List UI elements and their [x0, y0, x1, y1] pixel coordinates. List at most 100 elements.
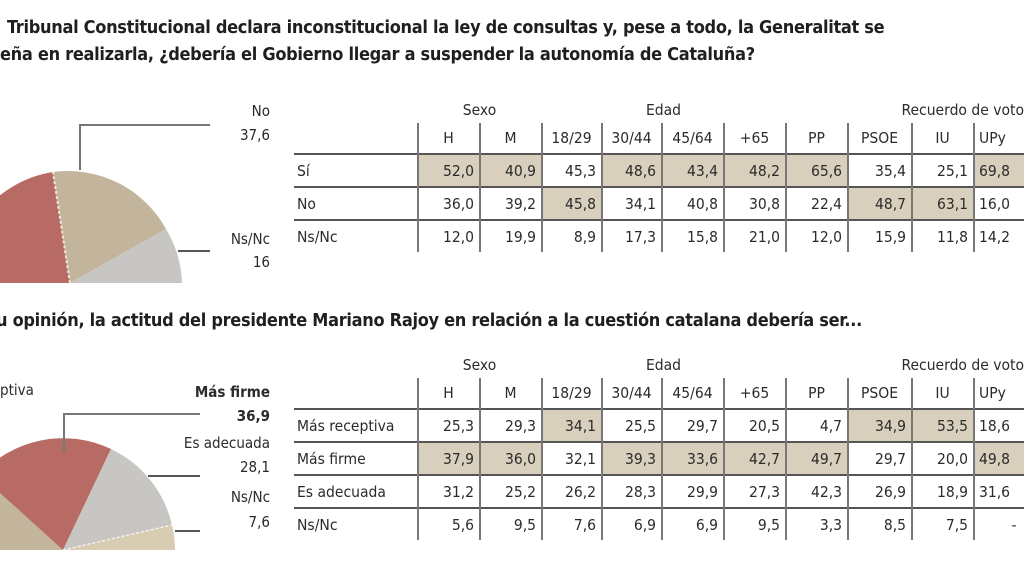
- col-iu: IU: [911, 378, 975, 409]
- cell: 3,3: [785, 507, 849, 540]
- col-45-64: 45/64: [661, 378, 724, 409]
- q2-group-voto: Recuerdo de voto: [901, 356, 1024, 374]
- cell: 45,3: [541, 153, 602, 187]
- cell: 40,9: [479, 153, 542, 187]
- cell: 52,0: [417, 153, 480, 187]
- row-label: Más firme: [294, 441, 418, 475]
- q1-pie-label-nsnc: Ns/Nc: [230, 230, 270, 248]
- cell: 42,7: [722, 441, 787, 475]
- cell: 25,2: [479, 474, 542, 508]
- table-row: Más firme 37,9 36,0 32,1 39,3 33,6 42,7 …: [294, 441, 1024, 475]
- col-30-44: 30/44: [601, 123, 662, 154]
- q2-group-sexo: Sexo: [462, 356, 497, 374]
- cell: 7,6: [541, 507, 602, 540]
- col-30-44: 30/44: [601, 378, 662, 409]
- col-65: +65: [722, 378, 787, 409]
- cell: 65,6: [785, 153, 849, 187]
- table-row: No 36,0 39,2 45,8 34,1 40,8 30,8 22,4 48…: [294, 186, 1024, 220]
- col-65: +65: [722, 123, 787, 154]
- q2-pie-value-firme: 36,9: [236, 407, 270, 425]
- cell: 29,7: [661, 408, 724, 442]
- col-m: M: [479, 378, 542, 409]
- q2-pie-label-firme: Más firme: [194, 383, 270, 401]
- q1-group-edad: Edad: [645, 101, 682, 119]
- cell: 7,5: [911, 507, 975, 540]
- cell: 26,2: [541, 474, 602, 508]
- table-row: Ns/Nc 12,0 19,9 8,9 17,3 15,8 21,0 12,0 …: [294, 219, 1024, 252]
- cell: 34,9: [847, 408, 913, 442]
- cell: 49,8: [973, 441, 1024, 475]
- cell: 28,3: [601, 474, 662, 508]
- q2-table: Sexo Edad Recuerdo de voto H M 18/29 30/…: [294, 352, 1024, 540]
- cell: 32,1: [541, 441, 602, 475]
- cell: 6,9: [601, 507, 662, 540]
- col-psoe: PSOE: [847, 123, 913, 154]
- cell: 12,0: [785, 219, 849, 252]
- q2-slice-adecuada: [63, 449, 172, 550]
- q2-pie-label-nsnc: Ns/Nc: [230, 488, 270, 506]
- q1-table: Sexo Edad Recuerdo de voto H M 18/29 30/…: [294, 97, 1024, 252]
- q1-slice-si: [0, 172, 70, 283]
- cell: 33,6: [661, 441, 724, 475]
- cell: 39,3: [601, 441, 662, 475]
- cell: 5,6: [417, 507, 480, 540]
- cell: 4,7: [785, 408, 849, 442]
- q2-slice-receptiva: [0, 493, 63, 550]
- cell: 40,8: [661, 186, 724, 220]
- table-row: Ns/Nc 5,6 9,5 7,6 6,9 6,9 9,5 3,3 8,5 7,…: [294, 507, 1024, 540]
- cell: 39,2: [479, 186, 542, 220]
- cell: 48,2: [722, 153, 787, 187]
- table-row: Sí 52,0 40,9 45,3 48,6 43,4 48,2 65,6 35…: [294, 153, 1024, 187]
- cell: 49,7: [785, 441, 849, 475]
- col-psoe: PSOE: [847, 378, 913, 409]
- table-row: Más receptiva 25,3 29,3 34,1 25,5 29,7 2…: [294, 408, 1024, 442]
- col-18-29: 18/29: [541, 378, 602, 409]
- col-m: M: [479, 123, 542, 154]
- cell: 29,9: [661, 474, 724, 508]
- cell: 36,0: [479, 441, 542, 475]
- cell: 15,9: [847, 219, 913, 252]
- col-upy: UPy: [973, 123, 1024, 154]
- q1-pie-value-nsnc: 16: [252, 253, 270, 271]
- cell: 20,5: [722, 408, 787, 442]
- cell: 20,0: [911, 441, 975, 475]
- cell: 14,2: [973, 219, 1024, 252]
- cell: 30,8: [722, 186, 787, 220]
- row-label: No: [294, 186, 418, 220]
- q1-title-line2: eña en realizarla, ¿debería el Gobierno …: [0, 44, 755, 65]
- cell: 43,4: [661, 153, 724, 187]
- col-45-64: 45/64: [661, 123, 724, 154]
- col-iu: IU: [911, 123, 975, 154]
- q2-pie-label-adecuada: Es adecuada: [183, 434, 270, 452]
- q1-slice-no: [53, 171, 166, 283]
- col-h: H: [417, 378, 480, 409]
- q1-group-voto: Recuerdo de voto: [901, 101, 1024, 119]
- q2-title: u opinión, la actitud del presidente Mar…: [0, 310, 862, 331]
- cell: 69,8: [973, 153, 1024, 187]
- cell: 9,5: [722, 507, 787, 540]
- cell: -: [973, 507, 1024, 540]
- cell: 25,3: [417, 408, 480, 442]
- q2-pie-value-adecuada: 28,1: [239, 458, 270, 476]
- col-pp: PP: [785, 378, 849, 409]
- cell: 29,7: [847, 441, 913, 475]
- cell: 27,3: [722, 474, 787, 508]
- cell: 12,0: [417, 219, 480, 252]
- cell: 21,0: [722, 219, 787, 252]
- cell: 26,9: [847, 474, 913, 508]
- cell: 42,3: [785, 474, 849, 508]
- q2-leader-firme: [63, 413, 200, 452]
- q2-slice-firme: [0, 438, 111, 550]
- row-label: Ns/Nc: [294, 219, 418, 252]
- cell: 8,5: [847, 507, 913, 540]
- cell: 15,8: [661, 219, 724, 252]
- cell: 6,9: [661, 507, 724, 540]
- q2-column-headers: H M 18/29 30/44 45/64 +65 PP PSOE IU UPy: [294, 378, 1024, 409]
- col-h: H: [417, 123, 480, 154]
- cell: 31,6: [973, 474, 1024, 508]
- cell: 45,8: [541, 186, 602, 220]
- cell: 8,9: [541, 219, 602, 252]
- cell: 18,9: [911, 474, 975, 508]
- q1-title-line1: Tribunal Constitucional declara inconsti…: [7, 17, 885, 38]
- cell: 18,6: [973, 408, 1024, 442]
